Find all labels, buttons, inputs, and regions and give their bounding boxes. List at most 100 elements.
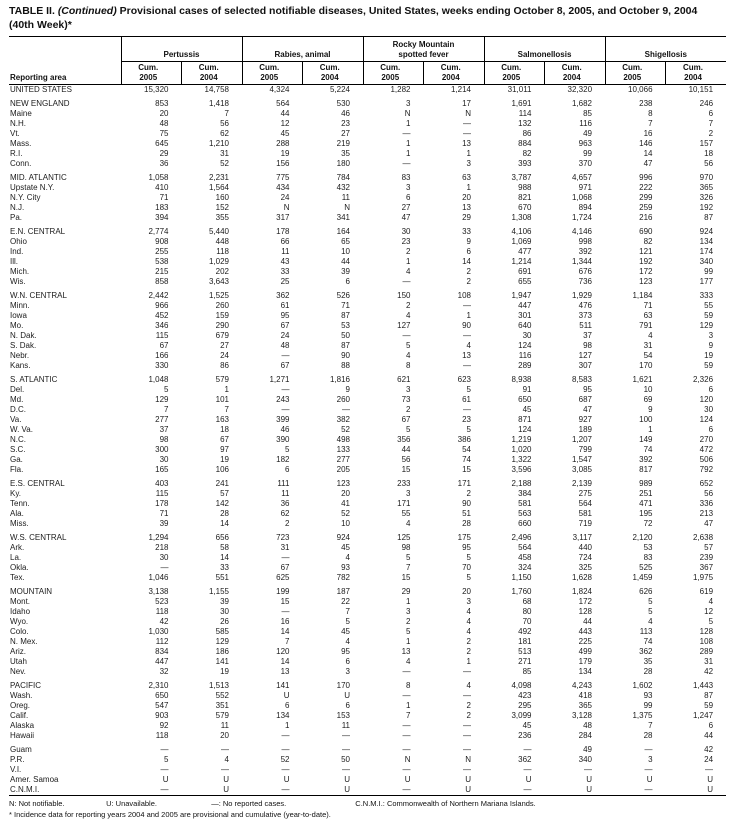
value-cell: 4 bbox=[224, 755, 229, 765]
value-cell: — bbox=[342, 731, 350, 741]
value-cell: 8 bbox=[406, 361, 411, 371]
reporting-area-cell: Ky. bbox=[10, 489, 21, 499]
value-cell: 67 bbox=[159, 341, 169, 351]
value-cell: 410 bbox=[155, 183, 169, 193]
value-cell: 54 bbox=[462, 445, 471, 455]
value-cell: 28 bbox=[643, 667, 653, 677]
table-row: Nebr. 166 24 — 90 4 13 116 127 54 19 bbox=[9, 351, 726, 361]
reporting-area-cell: Wis. bbox=[10, 277, 26, 287]
value-cell: 186 bbox=[215, 647, 229, 657]
value-cell: 4,106 bbox=[511, 227, 532, 237]
value-cell: — bbox=[463, 745, 471, 755]
value-cell: 1,214 bbox=[511, 257, 532, 267]
value-cell: 365 bbox=[578, 701, 593, 711]
value-cell: 346 bbox=[155, 321, 169, 331]
value-cell: 36 bbox=[159, 159, 169, 169]
table-row: Mo. 346 290 67 53 127 90 640 511 791 129 bbox=[9, 321, 726, 331]
value-cell: 172 bbox=[639, 267, 653, 277]
value-cell: 116 bbox=[579, 119, 593, 129]
reporting-area-cell: Maine bbox=[10, 109, 32, 119]
value-cell: 182 bbox=[276, 455, 290, 465]
value-cell: U bbox=[344, 775, 350, 785]
cum-year-header: Cum. 2005 bbox=[604, 61, 666, 86]
reporting-area-cell: W.S. CENTRAL bbox=[10, 533, 67, 543]
value-cell: 67 bbox=[280, 563, 290, 573]
value-cell: — bbox=[463, 331, 471, 341]
value-cell: 48 bbox=[280, 341, 290, 351]
value-cell: 260 bbox=[336, 395, 350, 405]
reporting-area-cell: Ill. bbox=[10, 257, 18, 267]
value-cell: 386 bbox=[457, 435, 471, 445]
table-row: Del. 5 1 — 9 3 5 91 95 10 6 bbox=[9, 385, 726, 395]
value-cell: 579 bbox=[215, 375, 229, 385]
value-cell: 187 bbox=[336, 587, 350, 597]
value-cell: 183 bbox=[155, 203, 169, 213]
value-cell: 9 bbox=[648, 405, 653, 415]
value-cell: 290 bbox=[215, 321, 229, 331]
value-cell: 150 bbox=[397, 291, 411, 301]
reporting-area-cell: Hawaii bbox=[10, 731, 35, 741]
value-cell: 645 bbox=[155, 139, 169, 149]
value-cell: 4,324 bbox=[269, 85, 290, 95]
value-cell: 511 bbox=[579, 321, 593, 331]
value-cell: 239 bbox=[699, 553, 714, 563]
value-cell: 95 bbox=[341, 647, 350, 657]
table-row: S. Dak. 67 27 48 87 5 4 124 98 31 9 bbox=[9, 341, 726, 351]
footnotes: N: Not notifiable. U: Unavailable. —: No… bbox=[9, 799, 726, 821]
value-cell: 74 bbox=[643, 637, 653, 647]
value-cell: 1,282 bbox=[390, 85, 411, 95]
value-cell: 74 bbox=[643, 445, 653, 455]
value-cell: 5 bbox=[406, 627, 411, 637]
value-cell: 70 bbox=[522, 617, 532, 627]
value-cell: 238 bbox=[639, 99, 653, 109]
value-cell: 141 bbox=[276, 681, 290, 691]
value-cell: 4 bbox=[406, 267, 411, 277]
value-cell: 20 bbox=[462, 587, 471, 597]
value-cell: 284 bbox=[578, 731, 593, 741]
value-cell: 178 bbox=[155, 499, 169, 509]
footnote-incidence: * Incidence data for reporting years 200… bbox=[9, 810, 331, 820]
value-cell: 903 bbox=[155, 711, 169, 721]
value-cell: 1,069 bbox=[511, 237, 532, 247]
value-cell: 24 bbox=[280, 331, 290, 341]
table-row: Nev. 32 19 13 3 — — 85 134 28 42 bbox=[9, 667, 726, 677]
value-cell: 7 bbox=[224, 405, 229, 415]
value-cell: — bbox=[342, 745, 350, 755]
value-cell: 32 bbox=[159, 667, 169, 677]
column-group-pertussis: Pertussis bbox=[120, 36, 242, 63]
reporting-area-cell: MOUNTAIN bbox=[10, 587, 53, 597]
value-cell: 784 bbox=[336, 173, 350, 183]
value-cell: 171 bbox=[457, 479, 471, 489]
value-cell: 564 bbox=[578, 499, 593, 509]
table-row: Ind. 255 118 11 10 2 6 477 392 121 174 bbox=[9, 247, 726, 257]
value-cell: 1 bbox=[466, 311, 471, 321]
value-cell: 300 bbox=[155, 445, 169, 455]
value-cell: — bbox=[281, 731, 290, 741]
value-cell: 170 bbox=[336, 681, 350, 691]
reporting-area-cell: N.J. bbox=[10, 203, 25, 213]
value-cell: 51 bbox=[462, 509, 471, 519]
reporting-area-cell: Upstate N.Y. bbox=[10, 183, 55, 193]
value-cell: 3,099 bbox=[511, 711, 532, 721]
table-row: Mich. 215 202 33 39 4 2 691 676 172 99 bbox=[9, 267, 726, 277]
value-cell: 1,525 bbox=[208, 291, 229, 301]
cum-year-header: Cum. 2005 bbox=[362, 61, 424, 86]
value-cell: 1,682 bbox=[571, 99, 593, 109]
value-cell: U bbox=[586, 785, 593, 795]
table-row: MID. ATLANTIC 1,058 2,231 775 784 83 63 3,787 4,… bbox=[9, 173, 726, 183]
value-cell: 289 bbox=[699, 647, 714, 657]
column-group-salmonellosis: Salmonellosis bbox=[483, 36, 606, 63]
table-row: Calif. 903 579 134 153 7 2 3,099 3,128 1,375 1,247 bbox=[9, 711, 726, 721]
value-cell: — bbox=[160, 765, 169, 775]
value-cell: — bbox=[463, 405, 471, 415]
value-cell: N bbox=[283, 203, 290, 213]
cum-year-header: Cum. 2005 bbox=[120, 61, 182, 86]
table-row: PACIFIC 2,310 1,513 141 170 8 4 4,098 4,243 1,602… bbox=[9, 681, 726, 691]
value-cell: 218 bbox=[155, 543, 169, 553]
value-cell: 236 bbox=[518, 731, 532, 741]
value-cell: 160 bbox=[215, 193, 229, 203]
value-cell: 71 bbox=[159, 509, 169, 519]
value-cell: 476 bbox=[578, 301, 593, 311]
value-cell: 30 bbox=[401, 227, 411, 237]
value-cell: 458 bbox=[518, 553, 532, 563]
